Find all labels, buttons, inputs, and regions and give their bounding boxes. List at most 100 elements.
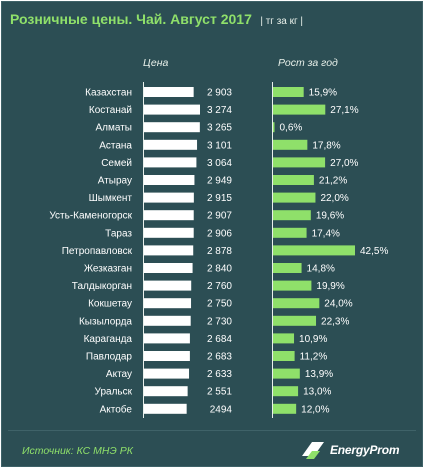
price-value-label: 2 683	[207, 352, 232, 363]
growth-column-header: Рост за год	[278, 57, 338, 69]
growth-value-label: 13,0%	[303, 387, 331, 398]
category-label: Шымкент	[89, 193, 133, 204]
growth-bar	[273, 333, 295, 344]
price-value-label: 3 274	[207, 105, 232, 116]
logo-text: EnergyProm	[330, 443, 400, 457]
energyprom-logo-icon	[302, 442, 324, 459]
price-value-label: 2 915	[207, 193, 232, 204]
price-value-label: 3 064	[207, 158, 232, 169]
price-bar	[144, 175, 195, 185]
growth-value-label: 10,9%	[299, 334, 327, 345]
category-label: Актобе	[100, 403, 133, 415]
price-bar	[144, 368, 190, 379]
price-value-label: 2 878	[207, 246, 232, 257]
price-bar	[144, 386, 188, 397]
growth-bar	[273, 315, 317, 326]
footer-divider	[8, 430, 416, 431]
price-value-label: 3 101	[207, 140, 232, 151]
category-label: Астана	[99, 140, 132, 151]
growth-value-label: 22,3%	[321, 316, 349, 327]
growth-bar	[273, 386, 299, 397]
growth-value-label: 17,4%	[312, 228, 340, 239]
energyprom-logo: EnergyProm	[300, 440, 400, 460]
price-bar	[144, 157, 197, 168]
price-value-label: 2 750	[207, 299, 232, 310]
category-label: Караганда	[84, 334, 133, 345]
growth-value-label: 42,5%	[360, 246, 388, 257]
growth-value-label: 12,0%	[301, 404, 329, 415]
price-value-label: 2 949	[207, 176, 232, 187]
growth-bar	[273, 298, 320, 309]
growth-value-label: 22,0%	[320, 193, 348, 204]
growth-value-label: 17,8%	[312, 140, 340, 151]
chart-title: Розничные цены. Чай. Август 2017	[10, 11, 252, 27]
category-label: Талдыкорган	[72, 281, 132, 292]
category-label: Алматы	[96, 123, 133, 134]
growth-axis-line	[272, 82, 273, 418]
growth-bar	[273, 403, 297, 414]
growth-value-label: 0,6%	[280, 123, 303, 134]
price-bar	[144, 298, 192, 309]
category-label: Петропавловск	[62, 246, 133, 257]
price-bar	[144, 245, 194, 256]
growth-value-label: 14,8%	[307, 264, 335, 275]
price-value-label: 2 907	[207, 211, 232, 222]
price-value-label: 3 265	[207, 123, 232, 134]
price-value-label: 2 840	[207, 264, 232, 275]
growth-bar	[273, 280, 312, 291]
growth-bar	[273, 122, 275, 133]
growth-bar	[273, 368, 300, 379]
price-value-label: 2 633	[207, 369, 232, 380]
price-axis-line	[143, 82, 144, 418]
category-label: Костанай	[89, 105, 132, 116]
title-row: Розничные цены. Чай. Август 2017 | тг за…	[10, 11, 303, 31]
growth-bar	[273, 175, 314, 185]
price-bar	[144, 263, 193, 273]
growth-bar	[273, 351, 295, 361]
category-label: Атырау	[98, 176, 132, 187]
growth-bar	[273, 263, 302, 273]
price-value-label: 2494	[210, 404, 233, 415]
price-value-label: 2 903	[207, 88, 232, 99]
price-bar	[144, 139, 198, 150]
price-bar	[144, 104, 200, 115]
category-label: Уральск	[95, 387, 133, 398]
price-bar	[144, 351, 190, 361]
price-bar	[144, 227, 194, 238]
price-value-label: 2 684	[207, 334, 232, 345]
growth-bar	[273, 104, 326, 115]
growth-value-label: 13,9%	[305, 369, 333, 380]
price-bar	[144, 315, 191, 326]
growth-bar	[273, 192, 316, 203]
category-label: Павлодар	[86, 352, 133, 363]
growth-value-label: 24,0%	[324, 299, 352, 310]
price-bar	[144, 122, 200, 133]
price-column-header: Цена	[143, 57, 169, 69]
category-label: Усть-Каменогорск	[49, 211, 132, 222]
growth-value-label: 27,0%	[330, 158, 358, 169]
growth-bar	[273, 87, 304, 97]
price-bar	[144, 210, 194, 221]
source-note: Источник: КС МНЭ РК	[22, 445, 133, 457]
price-bar	[144, 280, 192, 291]
growth-bar	[273, 157, 326, 168]
category-label: Жезказган	[84, 264, 132, 275]
price-bar	[144, 403, 187, 414]
unit-label: | тг за кг |	[260, 16, 304, 27]
growth-value-label: 11,2%	[300, 352, 328, 363]
price-value-label: 2 730	[207, 316, 232, 327]
growth-value-label: 27,1%	[330, 105, 358, 116]
price-bar	[144, 192, 194, 203]
price-bar	[144, 333, 190, 344]
category-label: Актау	[106, 369, 132, 380]
price-value-label: 2 906	[207, 228, 232, 239]
price-bar	[144, 87, 194, 97]
category-label: Кызылорда	[79, 316, 132, 327]
growth-value-label: 19,6%	[316, 211, 344, 222]
category-label: Тараз	[105, 228, 132, 239]
price-value-label: 2 551	[207, 387, 232, 398]
growth-value-label: 19,9%	[316, 281, 344, 292]
category-label: Казахстан	[85, 88, 132, 99]
growth-bar	[273, 139, 308, 150]
